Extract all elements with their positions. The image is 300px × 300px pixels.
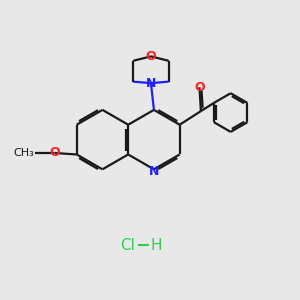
Text: O: O [49, 146, 60, 160]
Text: H: H [151, 238, 162, 253]
Text: N: N [149, 165, 159, 178]
Text: O: O [146, 50, 156, 63]
Text: CH₃: CH₃ [14, 148, 34, 158]
Text: O: O [194, 81, 205, 94]
Text: Cl: Cl [120, 238, 135, 253]
Text: N: N [146, 76, 156, 90]
